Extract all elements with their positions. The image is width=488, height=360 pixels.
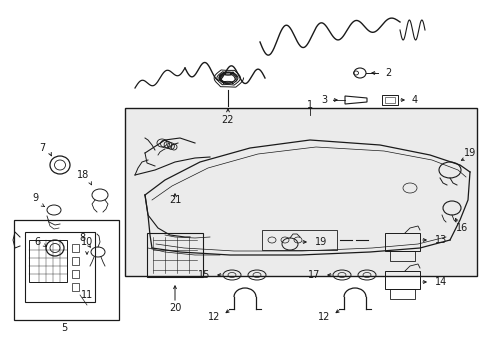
Text: 12: 12 [317, 312, 329, 322]
Text: 20: 20 [168, 303, 181, 313]
Bar [384, 97, 394, 103]
Bar [147, 233, 203, 277]
Text: 3: 3 [320, 95, 326, 105]
Text: 7: 7 [39, 143, 45, 153]
Text: 1: 1 [306, 100, 312, 110]
Bar [25, 232, 95, 302]
Bar [29, 240, 67, 282]
Bar [389, 251, 414, 261]
Bar [72, 244, 79, 252]
Text: 9: 9 [32, 193, 38, 203]
Text: 10: 10 [81, 237, 93, 247]
Text: 15: 15 [197, 270, 209, 280]
Bar [125, 108, 476, 276]
Text: 13: 13 [434, 235, 447, 245]
Text: 14: 14 [434, 277, 447, 287]
Text: 6: 6 [34, 237, 40, 247]
Bar [384, 271, 419, 289]
Bar [72, 270, 79, 278]
Bar [72, 257, 79, 265]
Text: 21: 21 [168, 195, 181, 205]
Text: 5: 5 [61, 323, 67, 333]
Text: 18: 18 [77, 170, 89, 180]
Text: 16: 16 [455, 223, 467, 233]
Text: 2: 2 [384, 68, 390, 78]
Text: 4: 4 [411, 95, 417, 105]
Bar [72, 283, 79, 291]
Bar [381, 95, 397, 105]
Bar [389, 289, 414, 299]
Text: 8: 8 [79, 233, 85, 243]
Text: 19: 19 [463, 148, 475, 158]
Bar [14, 220, 119, 320]
Text: 22: 22 [221, 115, 234, 125]
Bar [384, 233, 419, 251]
Text: 11: 11 [81, 290, 93, 300]
Text: 17: 17 [307, 270, 319, 280]
Text: 19: 19 [314, 237, 326, 247]
Text: 12: 12 [207, 312, 220, 322]
Bar [262, 230, 336, 250]
